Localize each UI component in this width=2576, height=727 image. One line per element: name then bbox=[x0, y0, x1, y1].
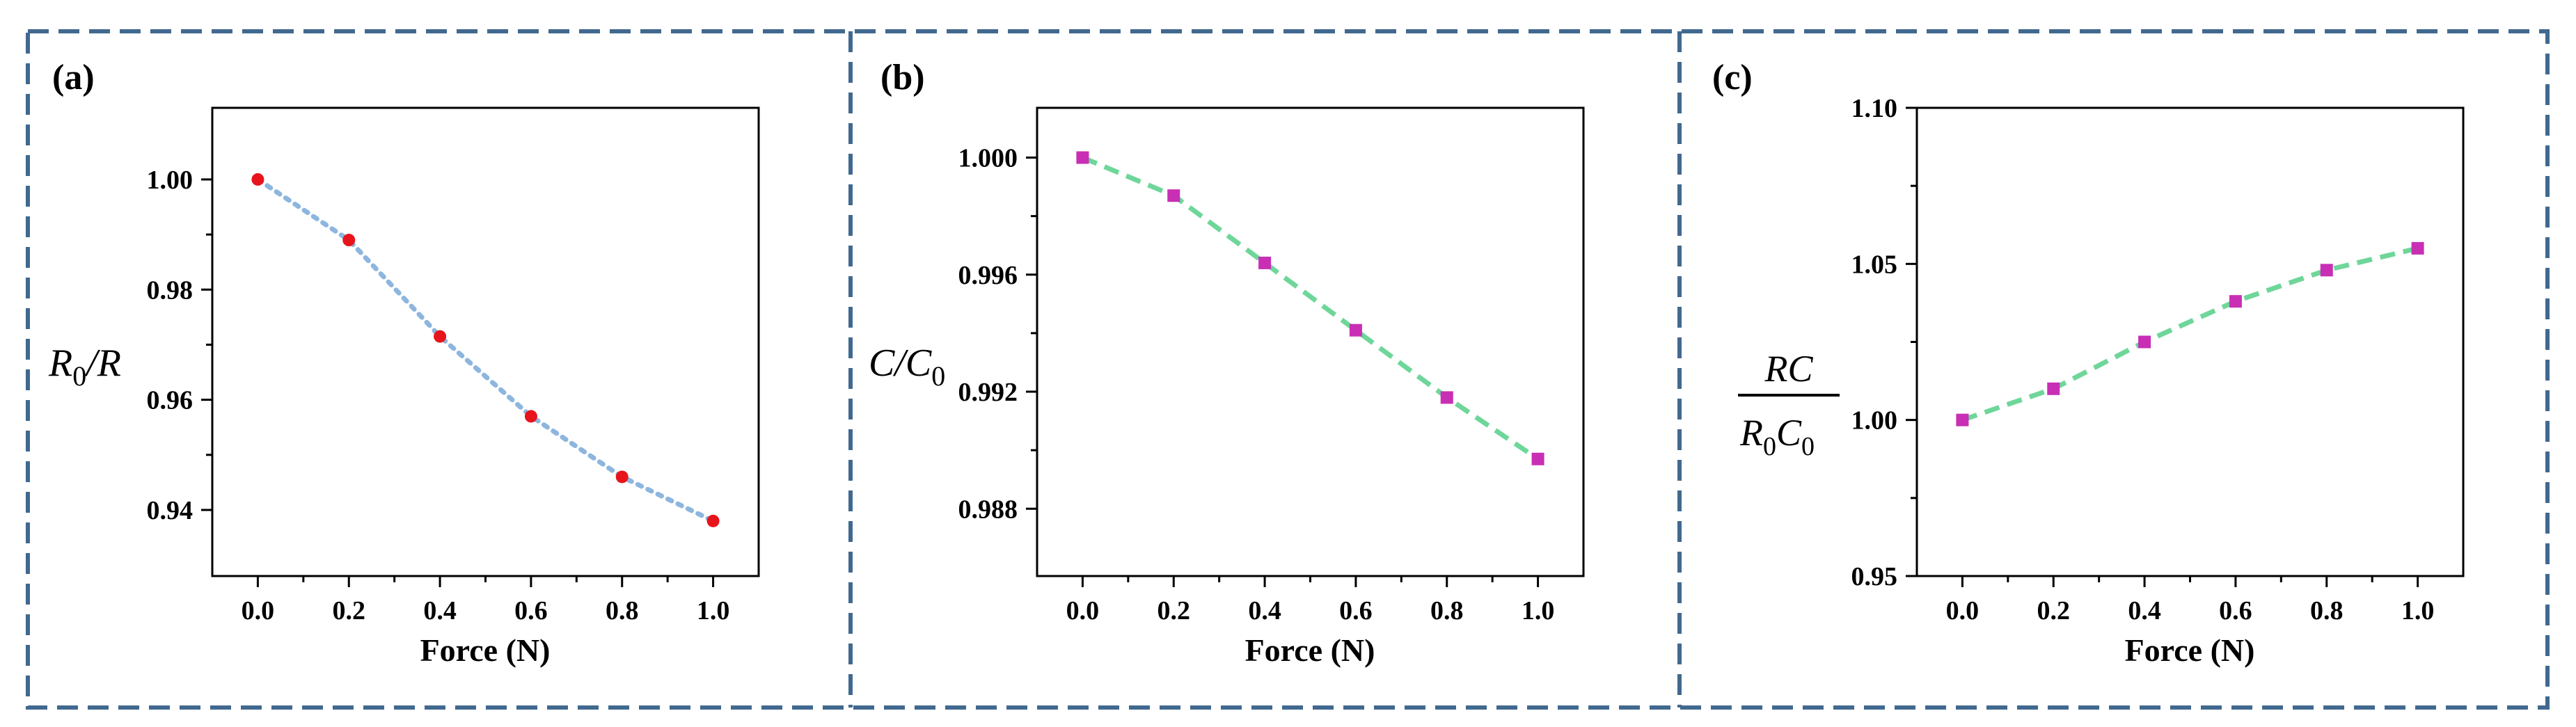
data-point-b bbox=[1531, 452, 1544, 465]
chart-layer: 0.0 0.2 0.4 0.6 0.8 1.0 0.94 0.96 0.98 1.00 0.0 0.2… bbox=[147, 94, 2435, 625]
x-tick-label-b: 0.4 bbox=[1248, 596, 1281, 625]
x-tick-label-b: 1.0 bbox=[1522, 596, 1555, 625]
data-point-c bbox=[2047, 382, 2060, 395]
x-tick-label-c: 0.4 bbox=[2128, 596, 2161, 625]
series-line-a bbox=[255, 177, 716, 524]
y-tick-label-a: 1.00 bbox=[147, 166, 193, 195]
y-tick-label-b: 0.992 bbox=[958, 378, 1018, 407]
x-axis-title-a: Force (N) bbox=[420, 632, 551, 668]
panel-label-b: (b) bbox=[880, 58, 925, 97]
y-axis-title-b: C/C0 bbox=[869, 342, 945, 392]
x-tick-label-b: 0.6 bbox=[1339, 596, 1373, 625]
x-tick-label-b: 0.8 bbox=[1430, 596, 1464, 625]
data-point-c bbox=[1956, 413, 1969, 426]
x-tick-label-c: 1.0 bbox=[2401, 596, 2435, 625]
y-tick-label-c: 1.05 bbox=[1851, 250, 1898, 279]
data-point-c bbox=[2411, 241, 2424, 255]
x-tick-label-c: 0.0 bbox=[1946, 596, 1980, 625]
series-line-b bbox=[1082, 155, 1540, 461]
y-tick-label-c: 1.10 bbox=[1851, 94, 1898, 123]
y-tick-label-c: 0.95 bbox=[1851, 562, 1898, 591]
y-axis-title-a: R0/R bbox=[48, 342, 121, 392]
data-point-a bbox=[524, 410, 537, 423]
x-tick-label-b: 0.0 bbox=[1066, 596, 1100, 625]
data-point-b bbox=[1349, 323, 1362, 337]
y-tick-label-a: 0.96 bbox=[147, 386, 193, 415]
y-tick-label-c: 1.00 bbox=[1851, 406, 1898, 436]
y-tick-label-b: 0.988 bbox=[958, 495, 1018, 524]
y-tick-label-b: 0.996 bbox=[958, 261, 1018, 290]
panel-label-c: (c) bbox=[1712, 58, 1753, 97]
data-point-a bbox=[342, 234, 356, 247]
x-tick-label-b: 0.2 bbox=[1157, 596, 1191, 625]
x-tick-label-a: 0.0 bbox=[242, 596, 275, 625]
x-tick-label-c: 0.8 bbox=[2310, 596, 2344, 625]
x-tick-label-c: 0.2 bbox=[2037, 596, 2071, 625]
x-tick-label-a: 0.4 bbox=[423, 596, 457, 625]
y-tick-label-b: 1.000 bbox=[958, 144, 1018, 173]
x-tick-label-a: 0.8 bbox=[606, 596, 639, 625]
y-tick-label-a: 0.94 bbox=[147, 496, 193, 525]
y-tick-label-a: 0.98 bbox=[147, 275, 193, 305]
frame-outer bbox=[26, 29, 2550, 710]
data-point-c bbox=[2320, 264, 2333, 277]
y-axis-title-c: RC R0C0 bbox=[1738, 348, 1840, 461]
x-tick-label-c: 0.6 bbox=[2219, 596, 2252, 625]
x-tick-label-a: 0.2 bbox=[333, 596, 366, 625]
plot-area-b bbox=[1036, 106, 1585, 577]
series-line-c bbox=[1961, 246, 2419, 422]
x-tick-label-a: 1.0 bbox=[697, 596, 730, 625]
data-point-c bbox=[2138, 335, 2151, 349]
data-point-a bbox=[706, 514, 720, 527]
svg-text:R0C0: R0C0 bbox=[1739, 412, 1815, 461]
data-point-b bbox=[1440, 391, 1453, 404]
data-point-c bbox=[2229, 295, 2242, 308]
data-point-b bbox=[1167, 189, 1180, 202]
data-point-a bbox=[434, 330, 447, 343]
data-point-a bbox=[251, 173, 264, 186]
data-point-b bbox=[1076, 151, 1089, 164]
panel-label-a: (a) bbox=[52, 58, 95, 97]
svg-text:RC: RC bbox=[1764, 348, 1813, 390]
x-axis-title-c: Force (N) bbox=[2125, 632, 2255, 668]
x-tick-label-a: 0.6 bbox=[514, 596, 548, 625]
panel-frames bbox=[26, 29, 2550, 710]
data-point-b bbox=[1258, 256, 1272, 269]
plot-area-c bbox=[1915, 106, 2465, 577]
x-axis-title-b: Force (N) bbox=[1245, 632, 1375, 668]
data-point-a bbox=[615, 470, 629, 484]
